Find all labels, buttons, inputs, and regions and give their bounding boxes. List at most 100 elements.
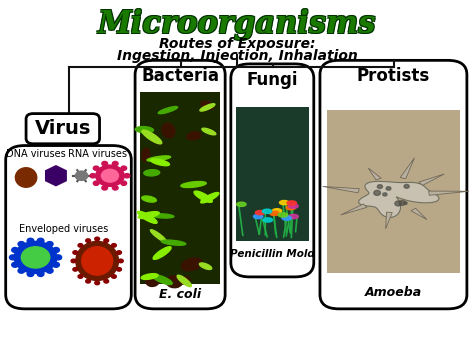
Ellipse shape [151,214,174,218]
FancyBboxPatch shape [6,146,131,309]
Ellipse shape [237,202,246,207]
Circle shape [21,247,50,268]
Text: Microorganisms: Microorganisms [96,8,375,39]
Circle shape [404,184,409,188]
Ellipse shape [158,106,178,114]
Circle shape [95,281,100,285]
Ellipse shape [15,168,36,187]
Circle shape [93,166,99,170]
Circle shape [75,171,88,180]
Text: DNA viruses: DNA viruses [6,149,65,159]
Text: Amoeba: Amoeba [365,286,422,299]
Ellipse shape [194,191,212,202]
Ellipse shape [187,132,201,140]
Circle shape [101,169,118,182]
Ellipse shape [138,212,159,219]
Ellipse shape [272,209,282,213]
Circle shape [78,275,83,278]
Circle shape [27,272,34,277]
Circle shape [90,174,96,178]
Circle shape [117,251,121,254]
Polygon shape [419,174,444,185]
Circle shape [124,174,130,178]
Polygon shape [411,208,427,220]
Text: Bacteria: Bacteria [141,67,219,86]
Circle shape [78,244,83,247]
Text: Ingestion, Injection, Inhalation: Ingestion, Injection, Inhalation [117,49,357,63]
Ellipse shape [142,130,162,144]
Text: E. coli: E. coli [159,288,201,301]
Ellipse shape [142,148,150,162]
Text: Virus: Virus [35,119,91,138]
Ellipse shape [76,241,118,280]
Circle shape [27,238,34,243]
Polygon shape [341,204,367,215]
Circle shape [46,241,53,246]
Polygon shape [386,212,392,229]
Circle shape [73,268,78,271]
Circle shape [117,268,121,271]
Ellipse shape [147,156,171,161]
Circle shape [377,185,383,189]
Bar [236,106,309,241]
Ellipse shape [141,274,158,279]
FancyBboxPatch shape [135,60,225,309]
Circle shape [86,279,91,283]
Text: Protists: Protists [357,67,430,86]
Ellipse shape [200,263,212,269]
Circle shape [37,238,44,243]
Ellipse shape [179,277,190,284]
Ellipse shape [137,211,157,223]
Circle shape [374,190,381,195]
Ellipse shape [287,201,297,205]
Ellipse shape [177,275,191,287]
Polygon shape [46,166,66,186]
FancyBboxPatch shape [26,114,100,144]
Circle shape [93,181,99,185]
Circle shape [102,186,108,190]
Ellipse shape [255,211,265,215]
Bar [327,110,460,273]
Ellipse shape [201,101,214,110]
Text: Routes of Exposure:: Routes of Exposure: [159,37,315,51]
Circle shape [37,272,44,277]
Ellipse shape [289,204,298,208]
Ellipse shape [135,127,154,133]
Circle shape [95,237,100,241]
Circle shape [104,239,109,242]
Ellipse shape [202,128,216,135]
Circle shape [46,268,53,273]
Circle shape [9,255,16,260]
Ellipse shape [144,170,160,176]
Circle shape [111,244,116,247]
Ellipse shape [162,240,186,245]
Polygon shape [400,158,415,179]
Polygon shape [359,181,439,217]
Text: Microorganisms: Microorganisms [99,8,378,39]
Text: Penicillin Mold: Penicillin Mold [230,249,315,259]
Ellipse shape [286,206,296,210]
Circle shape [12,262,18,267]
Ellipse shape [280,201,289,205]
Circle shape [386,187,391,190]
Text: Enveloped viruses: Enveloped viruses [19,224,109,234]
Ellipse shape [200,104,215,111]
Circle shape [71,259,76,263]
FancyBboxPatch shape [320,60,467,309]
Ellipse shape [282,216,292,220]
Circle shape [118,259,123,263]
Bar [140,92,220,284]
Ellipse shape [254,214,263,219]
Ellipse shape [153,247,171,260]
Circle shape [395,201,401,206]
Circle shape [404,202,407,204]
Circle shape [96,165,124,186]
Circle shape [55,255,62,260]
Text: RNA viruses: RNA viruses [68,149,127,159]
Ellipse shape [150,159,170,166]
Ellipse shape [150,230,166,242]
Text: Microorganisms: Microorganisms [98,9,376,40]
Circle shape [18,241,25,246]
Ellipse shape [270,211,279,215]
Circle shape [399,201,406,206]
